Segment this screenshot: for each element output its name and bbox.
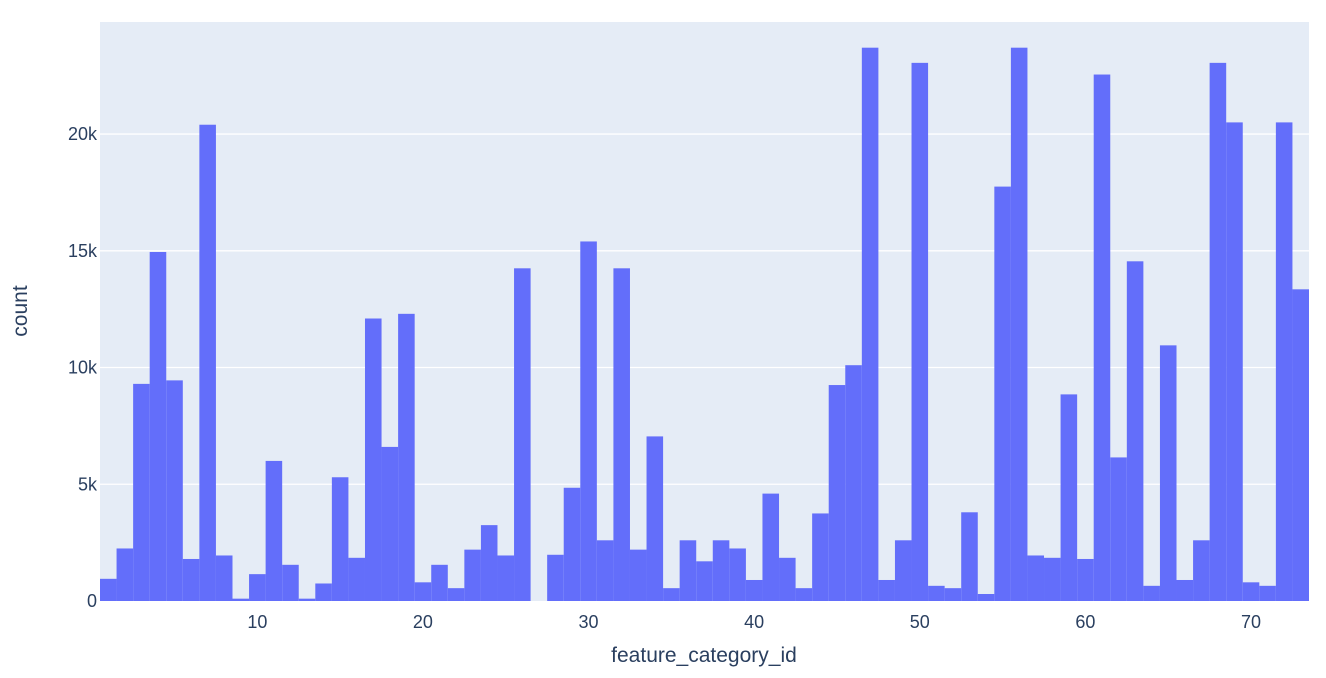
- bar: [480, 525, 498, 601]
- y-axis-title: count: [9, 285, 32, 337]
- bar: [166, 380, 183, 601]
- bar: [712, 540, 730, 601]
- bar: [1259, 585, 1276, 601]
- bar: [547, 554, 564, 601]
- bar: [1176, 579, 1194, 601]
- bar: [894, 540, 912, 601]
- y-tick-label: 20k: [68, 124, 98, 144]
- bar: [1275, 122, 1293, 602]
- bar: [745, 579, 763, 601]
- bar: [1093, 74, 1111, 601]
- bar: [977, 593, 995, 601]
- bar: [431, 564, 448, 601]
- y-tick-label: 15k: [68, 241, 98, 261]
- x-tick-label: 60: [1075, 612, 1095, 632]
- bar: [215, 555, 233, 601]
- bar: [911, 62, 929, 601]
- bar: [315, 583, 332, 601]
- x-tick-label: 50: [910, 612, 930, 632]
- bar: [331, 477, 349, 601]
- bar: [994, 186, 1011, 601]
- bar: [182, 558, 200, 601]
- bar: [1143, 585, 1160, 601]
- bar: [414, 582, 432, 601]
- bar: [1110, 457, 1127, 601]
- x-axis-ticks: 10 20 30 40 50 60 70: [247, 612, 1261, 632]
- bar: [447, 588, 465, 601]
- bar: [961, 512, 978, 601]
- bar: [265, 460, 283, 601]
- bar: [928, 585, 945, 601]
- bar: [249, 574, 266, 601]
- bar: [845, 365, 862, 601]
- bar: [596, 540, 614, 601]
- bar: [398, 313, 415, 601]
- bar: [795, 588, 813, 601]
- bar: [1077, 558, 1094, 601]
- bar: [812, 513, 829, 601]
- bar: [762, 493, 780, 601]
- bar: [729, 548, 746, 601]
- bar: [348, 557, 365, 601]
- bar: [1159, 345, 1177, 601]
- x-tick-label: 20: [413, 612, 433, 632]
- x-tick-label: 30: [579, 612, 599, 632]
- bar: [381, 446, 399, 601]
- bar: [613, 268, 630, 601]
- bar: [199, 124, 216, 602]
- bar: [100, 578, 117, 601]
- x-tick-label: 40: [744, 612, 764, 632]
- bar: [1209, 62, 1227, 601]
- bar: [1126, 261, 1144, 601]
- bar: [298, 598, 316, 601]
- bar: [1027, 555, 1045, 601]
- bar: [1010, 47, 1028, 601]
- bar: [779, 557, 796, 601]
- bar: [497, 555, 515, 601]
- bar: [563, 487, 581, 601]
- x-tick-label: 70: [1241, 612, 1261, 632]
- bar: [364, 318, 382, 601]
- bar: [679, 540, 697, 601]
- bar: [1044, 557, 1061, 601]
- bar: [232, 598, 250, 601]
- bar: [646, 436, 664, 601]
- bar: [944, 588, 962, 601]
- y-tick-label: 10k: [68, 358, 98, 378]
- x-tick-label: 10: [247, 612, 267, 632]
- bar: [282, 564, 299, 601]
- bar: [149, 251, 167, 601]
- bar: [629, 549, 647, 601]
- bar: [1242, 582, 1260, 601]
- bar: [663, 588, 680, 601]
- bar: [828, 385, 846, 601]
- bar: [133, 383, 150, 601]
- bar: [696, 561, 713, 601]
- bars: [100, 47, 1309, 602]
- bar: [1193, 540, 1210, 601]
- bar: [580, 241, 597, 602]
- bar: [861, 47, 879, 601]
- bar: [1292, 289, 1309, 601]
- x-axis-title: feature_category_id: [611, 644, 797, 667]
- bar: [1060, 394, 1078, 601]
- y-tick-label: 5k: [78, 474, 98, 494]
- y-axis-ticks: 0 5k 10k 15k 20k: [68, 124, 98, 611]
- bar: [878, 579, 895, 601]
- y-tick-label: 0: [87, 591, 97, 611]
- bar: [116, 548, 134, 601]
- bar: [514, 268, 531, 601]
- bar: [464, 549, 481, 601]
- bar: [1226, 122, 1243, 602]
